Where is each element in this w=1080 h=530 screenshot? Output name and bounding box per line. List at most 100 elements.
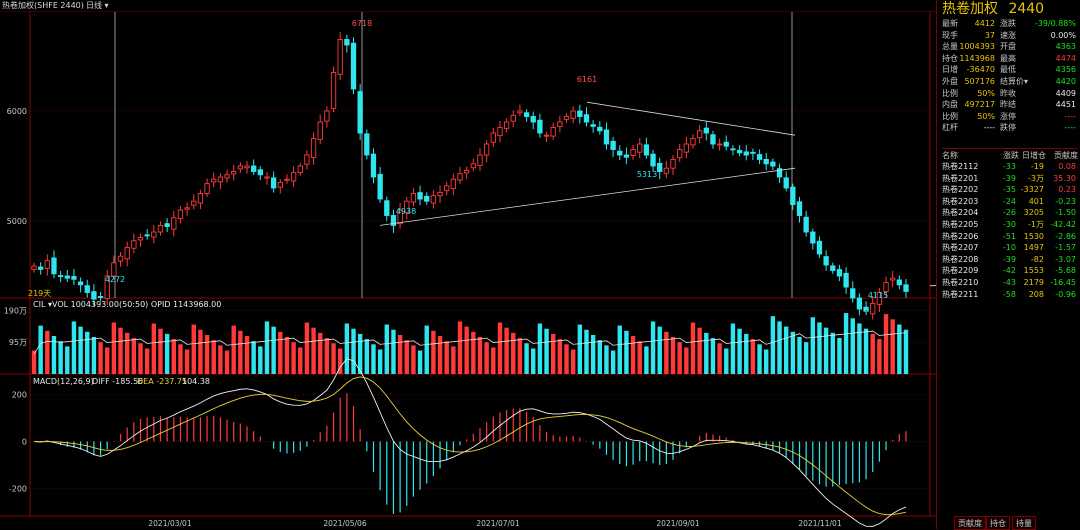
symbol-label[interactable]: 热卷加权(SHFE 2440) bbox=[2, 1, 84, 10]
column-header[interactable]: 涨跌 bbox=[1003, 151, 1019, 160]
contract-oi-change: 1497 bbox=[1023, 243, 1044, 253]
price-annotation: 5313 bbox=[637, 170, 657, 179]
quote-label: 速涨 bbox=[1000, 30, 1016, 40]
volume-bar bbox=[204, 334, 210, 374]
x-tick-label: 2021/07/01 bbox=[476, 519, 519, 528]
candle-body bbox=[583, 114, 590, 123]
candle-body bbox=[211, 178, 217, 183]
volume-bar bbox=[737, 328, 742, 374]
period-selector[interactable]: 日线 ▾ bbox=[86, 0, 109, 11]
column-header[interactable]: 名称 bbox=[942, 151, 958, 160]
candle-body bbox=[856, 297, 863, 310]
macd-value-readout: 104.38 bbox=[182, 377, 210, 386]
candle-body bbox=[117, 255, 124, 262]
volume-bar bbox=[344, 323, 350, 374]
candle-body bbox=[523, 112, 530, 117]
volume-bar bbox=[324, 338, 330, 374]
panel-tab-0[interactable]: 贡献度 bbox=[954, 516, 986, 530]
contract-change: -24 bbox=[1002, 196, 1016, 206]
quote-value: 50% bbox=[977, 111, 995, 121]
volume-bar bbox=[890, 319, 895, 374]
volume-bar bbox=[524, 343, 529, 374]
contract-contribution: 0.08 bbox=[1058, 162, 1076, 171]
contract-name: 热卷2211 bbox=[942, 289, 979, 299]
candle-body bbox=[171, 217, 177, 230]
quote-label: 涨停 bbox=[1000, 111, 1016, 121]
contract-name: 热卷2202 bbox=[942, 185, 979, 195]
contract-row[interactable]: 热卷2205 -30 -1万 -42.42 bbox=[942, 219, 1078, 231]
candle-body bbox=[357, 91, 363, 134]
contract-name: 热卷2209 bbox=[942, 266, 979, 276]
candle-body bbox=[890, 277, 896, 281]
candle-body bbox=[597, 126, 603, 132]
contract-row[interactable]: 热卷2209 -42 1553 -5.68 bbox=[942, 265, 1078, 277]
contract-name: 热卷2205 bbox=[942, 220, 979, 229]
volume-bar bbox=[650, 321, 656, 374]
contract-row[interactable]: 热卷2210 -43 2179 -16.45 bbox=[942, 277, 1078, 289]
contract-name: 热卷2201 bbox=[942, 173, 979, 183]
quote-label[interactable]: 结算价▾ bbox=[1000, 77, 1029, 86]
quote-value: 4474 bbox=[1055, 53, 1076, 63]
contract-row[interactable]: 热卷2207 -10 1497 -1.57 bbox=[942, 242, 1078, 254]
volume-bar bbox=[764, 349, 769, 374]
period-label: 日线 bbox=[86, 1, 102, 10]
volume-bar bbox=[218, 345, 223, 374]
contract-change: -51 bbox=[1002, 231, 1016, 241]
volume-bar bbox=[903, 329, 909, 374]
contract-name: 热卷2210 bbox=[942, 278, 979, 287]
volume-bar bbox=[298, 347, 303, 374]
contract-row[interactable]: 热卷2201 -39 -3万 35.30 bbox=[942, 173, 1078, 185]
column-header[interactable]: 贡献度 bbox=[1054, 151, 1078, 160]
volume-bar bbox=[171, 339, 176, 374]
candle-body bbox=[543, 134, 550, 137]
candlestick-chart[interactable]: 5000 6000 6718 6161 5313 4938 4272 4115 219天 CIL … bbox=[0, 0, 936, 529]
contract-oi-change: 1530 bbox=[1023, 231, 1044, 241]
volume-bar bbox=[843, 313, 849, 374]
quote-label: 跌停 bbox=[1000, 123, 1016, 133]
contract-contribution: -1.57 bbox=[1055, 243, 1076, 253]
price-annotation: 4115 bbox=[868, 291, 888, 300]
volume-bar bbox=[98, 342, 103, 374]
candle-body bbox=[643, 144, 650, 156]
candle-body bbox=[364, 133, 370, 156]
volume-bar bbox=[704, 332, 709, 374]
contract-row[interactable]: 热卷2202 -35 -3327 0.23 bbox=[942, 184, 1078, 196]
chart-header-bar: 热卷加权(SHFE 2440) 日线 ▾ bbox=[0, 0, 936, 12]
contract-change: -42 bbox=[1002, 266, 1016, 276]
contract-change: -26 bbox=[1002, 208, 1016, 218]
candle-body bbox=[277, 182, 283, 188]
candle-body bbox=[377, 173, 383, 200]
quote-row: 总量 1004393 开盘 4363 bbox=[942, 41, 1076, 53]
volume-bar bbox=[817, 322, 822, 374]
quote-row: 比例 50% 涨停 ---- bbox=[942, 111, 1076, 123]
volume-bar bbox=[710, 338, 716, 374]
contract-row[interactable]: 热卷2203 -24 401 -0.23 bbox=[942, 196, 1078, 208]
candle-body bbox=[197, 193, 204, 204]
contract-row[interactable]: 热卷2208 -39 -82 -3.07 bbox=[942, 254, 1078, 266]
candle-body bbox=[823, 256, 829, 266]
candle-body bbox=[690, 138, 696, 146]
quote-label: 最高 bbox=[1000, 53, 1016, 63]
panel-tab-2[interactable]: 持量 bbox=[1012, 516, 1036, 530]
candle-body bbox=[670, 158, 676, 169]
contract-row[interactable]: 热卷2204 -26 3205 -1.50 bbox=[942, 207, 1078, 219]
column-header[interactable]: 日增仓 bbox=[1022, 151, 1046, 160]
candle-body bbox=[430, 195, 437, 204]
contract-contribution: -0.96 bbox=[1055, 289, 1076, 299]
candle-body bbox=[330, 72, 337, 109]
contract-oi-change: 401 bbox=[1028, 196, 1044, 206]
panel-tab-1[interactable]: 持仓 bbox=[986, 516, 1010, 530]
candle-body bbox=[131, 240, 137, 249]
volume-bar bbox=[564, 344, 569, 374]
contract-row[interactable]: 热卷2211 -58 208 -0.96 bbox=[942, 289, 1078, 301]
instrument-name: 热卷加权 bbox=[942, 1, 998, 17]
contract-row[interactable]: 热卷2206 -51 1530 -2.86 bbox=[942, 231, 1078, 243]
volume-bar bbox=[803, 342, 809, 374]
volume-bar bbox=[198, 329, 203, 374]
volume-bar bbox=[111, 322, 117, 374]
candle-body bbox=[876, 292, 883, 305]
quote-value: 4409 bbox=[1055, 88, 1076, 98]
contract-row[interactable]: 热卷2112 -33 -19 0.08 bbox=[942, 161, 1078, 173]
volume-bar bbox=[770, 316, 776, 374]
candle-body bbox=[464, 169, 470, 174]
